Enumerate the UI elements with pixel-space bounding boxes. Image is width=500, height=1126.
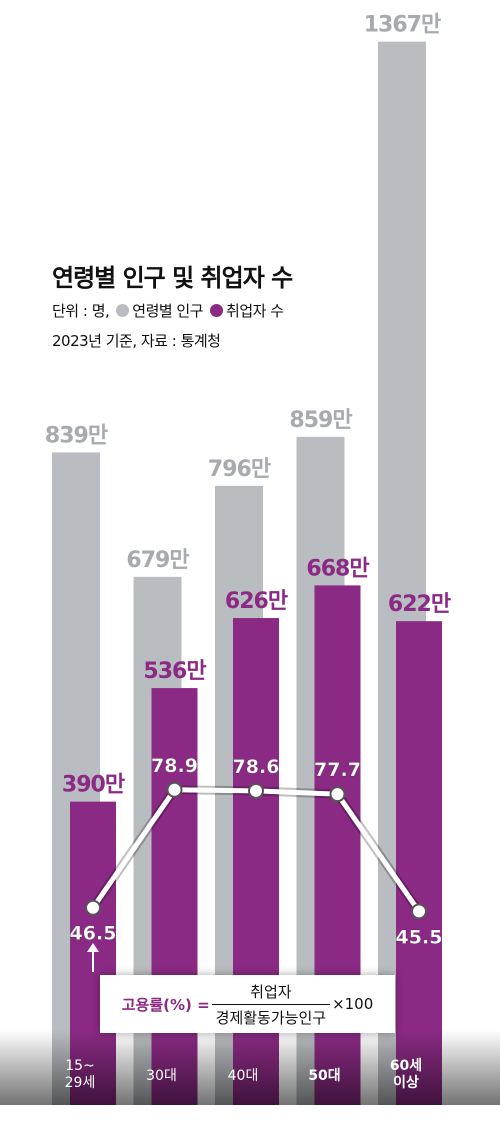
x-tick-label: 50대 (308, 1068, 341, 1084)
x-tick-label: 15~ 29세 (64, 1058, 96, 1091)
value-label: 679만 (126, 548, 189, 573)
value-label: 536만 (143, 659, 206, 684)
rate-label: 46.5 (70, 923, 117, 945)
arrow-head (87, 943, 99, 952)
legend-swatch (116, 304, 130, 317)
x-tick-label: 40대 (227, 1068, 259, 1084)
chart-title: 연령별 인구 및 취업자 수 (52, 264, 293, 292)
formula-label: 고용률(%) = (121, 995, 210, 1014)
legend-label: 취업자 수 (226, 302, 284, 320)
value-label: 668만 (306, 556, 369, 581)
line-point (329, 786, 346, 803)
line-point (166, 781, 183, 798)
unit-note: 단위 : 명, (52, 302, 110, 320)
rate-label: 77.7 (314, 759, 361, 781)
rate-label: 78.9 (151, 755, 198, 777)
legend-label: 연령별 인구 (132, 302, 204, 320)
value-label: 1367만 (364, 13, 441, 38)
value-label: 626만 (225, 589, 288, 614)
value-label: 796만 (208, 457, 271, 482)
source-note: 2023년 기준, 자료 : 통계청 (52, 332, 221, 350)
legend: 단위 : 명, 연령별 인구 취업자 수 (52, 300, 284, 321)
rate-label: 45.5 (396, 926, 443, 948)
formula-multiplier: ×100 (332, 995, 374, 1013)
formula-numerator: 취업자 (211, 981, 331, 1005)
line-point (85, 899, 101, 916)
formula-box: 고용률(%) = 취업자 경제활동가능인구 ×100 (100, 975, 395, 1033)
rate-label: 78.6 (233, 756, 280, 778)
value-label: 622만 (388, 592, 451, 617)
formula-denominator: 경제활동가능인구 (215, 1008, 327, 1027)
legend-swatch (210, 304, 224, 317)
bottom-shade (0, 1030, 500, 1105)
line-point (248, 782, 264, 799)
line-point (411, 903, 427, 920)
value-label: 390만 (62, 773, 125, 798)
value-label: 859만 (289, 408, 352, 433)
x-tick-label: 30대 (146, 1068, 177, 1084)
value-label: 839만 (45, 423, 108, 448)
bar (396, 621, 442, 1105)
x-tick-label: 60세 이상 (389, 1058, 423, 1091)
formula-fraction: 취업자 경제활동가능인구 (211, 981, 331, 1028)
